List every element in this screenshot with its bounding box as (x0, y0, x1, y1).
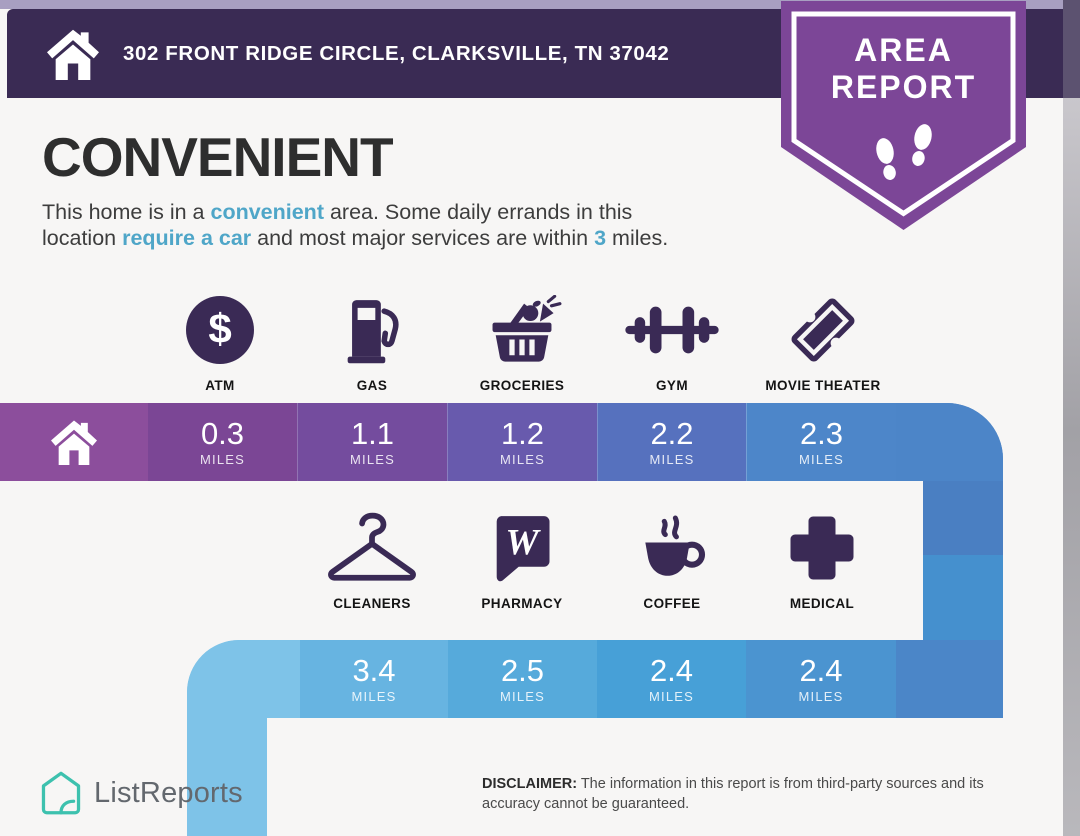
distance-cell-movie-theater: 2.3 MILES (746, 403, 896, 481)
area-report-badge: AREA REPORT (781, 1, 1026, 230)
distance-cell-medical: 2.4 MILES (746, 640, 896, 718)
distance-value: 0.3 (200, 416, 245, 451)
distance-unit: MILES (798, 689, 844, 704)
distance-cell-gas: 1.1 MILES (297, 403, 447, 481)
desc-highlight-convenient: convenient (210, 200, 324, 224)
desc-text: and most major services are within (251, 226, 595, 251)
right-edge-strip (1063, 0, 1080, 836)
service-label: GYM (656, 378, 688, 393)
distance-cell-groceries: 1.2 MILES (447, 403, 597, 481)
property-address: 302 FRONT RIDGE CIRCLE, CLARKSVILLE, TN … (123, 41, 670, 65)
white-notch-bottom (267, 718, 1004, 836)
distance-value: 2.2 (650, 416, 694, 451)
area-description: This home is in a convenient area. Some … (42, 199, 668, 252)
home-start-cell (0, 403, 148, 481)
badge-line2: REPORT (831, 69, 976, 105)
distance-cell-gym: 2.2 MILES (597, 403, 746, 481)
distance-band-row2: 3.4 MILES 2.5 MILES 2.4 MILES 2.4 MILES (187, 640, 1003, 718)
distance-cell-cleaners: 3.4 MILES (300, 640, 448, 718)
distance-unit: MILES (199, 452, 245, 467)
service-label: COFFEE (643, 596, 701, 611)
distance-value: 2.5 (500, 653, 545, 688)
desc-highlight-car: require a car (122, 226, 252, 251)
grocery-basket-icon (492, 295, 562, 362)
service-gas: GAS (297, 290, 447, 393)
service-label: MOVIE THEATER (765, 378, 881, 393)
distance-value: 1.2 (500, 416, 545, 451)
path-corner-segment (896, 403, 1003, 481)
coffee-cup-icon (645, 515, 706, 576)
service-gym: GYM (597, 290, 747, 393)
dumbbell-icon (625, 306, 719, 354)
medical-cross-icon (790, 516, 854, 580)
service-medical: MEDICAL (747, 508, 897, 611)
distance-unit: MILES (499, 689, 545, 704)
distance-value: 2.3 (799, 416, 844, 451)
hanger-icon (328, 512, 416, 581)
service-label: PHARMACY (481, 596, 563, 611)
listreports-logo: ListReports (40, 770, 243, 816)
distance-value: 3.4 (352, 653, 396, 688)
path-corner-segment (896, 640, 1003, 718)
home-icon (47, 29, 99, 80)
service-coffee: COFFEE (597, 508, 747, 611)
service-label: MEDICAL (789, 596, 855, 611)
desc-text: miles. (606, 226, 669, 251)
footprints-icon (876, 124, 932, 180)
service-label: GAS (356, 378, 388, 393)
desc-highlight-miles: 3 (594, 226, 607, 251)
desc-text: location (42, 226, 123, 251)
distance-unit: MILES (798, 452, 844, 467)
disclaimer-text: DISCLAIMER: The information in this repo… (482, 776, 984, 813)
badge-line1: AREA (854, 32, 953, 68)
distance-unit: MILES (499, 452, 545, 467)
service-groceries: GROCERIES (447, 290, 597, 393)
service-atm: $ ATM (145, 290, 295, 393)
gas-pump-icon (347, 300, 399, 364)
path-corner-segment (187, 640, 300, 718)
distance-cell-coffee: 2.4 MILES (597, 640, 746, 718)
distance-value: 2.4 (649, 653, 694, 688)
white-notch-middle (0, 481, 923, 640)
distance-value: 2.4 (799, 653, 843, 688)
service-label: ATM (205, 378, 235, 393)
desc-text: This home is in a (42, 200, 211, 224)
page-title: CONVENIENT (42, 126, 394, 188)
brand-name: ListReports (94, 776, 243, 809)
walgreens-w-icon: W (496, 516, 550, 582)
distance-cell-atm: 0.3 MILES (148, 403, 297, 481)
distance-unit: MILES (649, 452, 695, 467)
distance-cell-pharmacy: 2.5 MILES (448, 640, 597, 718)
top-strip (0, 0, 1080, 9)
listreports-house-icon (41, 771, 81, 815)
atm-dollar-icon: $ (186, 296, 254, 364)
service-cleaners: CLEANERS (297, 508, 447, 611)
distance-unit: MILES (648, 689, 694, 704)
distance-unit: MILES (351, 689, 397, 704)
home-icon (51, 420, 97, 465)
service-pharmacy: W PHARMACY (447, 508, 597, 611)
desc-text: area. Some daily errands in this (323, 200, 633, 224)
svg-text:W: W (505, 523, 541, 564)
service-movie-theater: MOVIE THEATER (748, 290, 898, 393)
distance-band-row1: 0.3 MILES 1.1 MILES 1.2 MILES 2.2 MILES … (0, 403, 1003, 481)
movie-ticket-icon (791, 298, 855, 362)
disclaimer-label: DISCLAIMER: (482, 776, 578, 792)
service-label: GROCERIES (479, 378, 565, 393)
distance-value: 1.1 (350, 416, 395, 451)
service-label: CLEANERS (333, 596, 411, 611)
distance-unit: MILES (349, 452, 395, 467)
